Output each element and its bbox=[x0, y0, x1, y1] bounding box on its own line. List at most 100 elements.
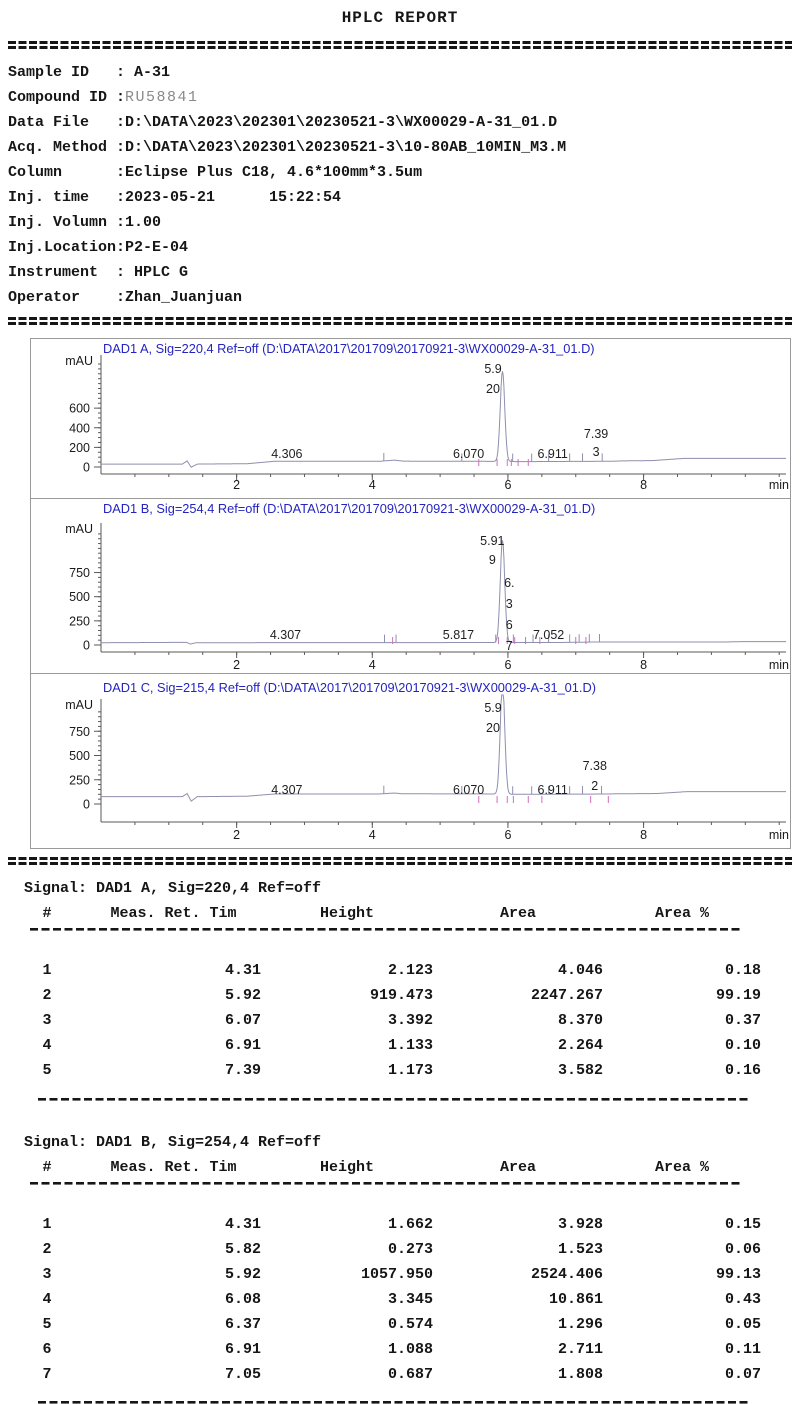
signal-b-title: Signal: DAD1 B, Sig=254,4 Ref=off bbox=[24, 1134, 322, 1151]
svg-text:3: 3 bbox=[593, 445, 600, 459]
info-row: Acq. Method:D:\DATA\2023\202301\20230521… bbox=[8, 135, 792, 160]
chromatogram-dad1-a-plot: DAD1 A, Sig=220,4 Ref=off (D:\DATA\2017\… bbox=[65, 341, 789, 492]
svg-text:5.91: 5.91 bbox=[480, 534, 504, 548]
col-header-number: # bbox=[42, 1158, 52, 1176]
info-label: Inj. Volumn bbox=[8, 214, 108, 231]
svg-text:6: 6 bbox=[506, 618, 513, 632]
svg-text:7: 7 bbox=[506, 639, 513, 653]
chromatogram-dad1-c-plot: DAD1 C, Sig=215,4 Ref=off (D:\DATA\2017\… bbox=[65, 680, 789, 842]
svg-text:5.817: 5.817 bbox=[443, 628, 474, 642]
svg-text:5.9: 5.9 bbox=[484, 701, 501, 715]
info-value: Eclipse Plus C18, 4.6*100mm*3.5um bbox=[125, 164, 423, 181]
svg-text:2: 2 bbox=[591, 779, 598, 793]
svg-text:6: 6 bbox=[504, 828, 511, 842]
svg-text:8: 8 bbox=[640, 828, 647, 842]
svg-text:3: 3 bbox=[506, 597, 513, 611]
table-row: 2 5.92 919.473 2247.267 99.19 bbox=[42, 987, 761, 1004]
svg-text:DAD1 C, Sig=215,4 Ref=off (D:\: DAD1 C, Sig=215,4 Ref=off (D:\DATA\2017\… bbox=[103, 680, 596, 695]
info-value: A-31 bbox=[125, 64, 171, 81]
table-row: 2 5.82 0.273 1.523 0.06 bbox=[42, 1241, 761, 1258]
svg-text:4: 4 bbox=[369, 828, 376, 842]
info-label: Compound ID bbox=[8, 89, 108, 106]
peak-table-section-a: Signal: DAD1 A, Sig=220,4 Ref=off # Meas… bbox=[8, 878, 792, 1101]
col-header-height: Height bbox=[319, 904, 374, 922]
sample-info-block: Sample ID: A-31 Compound ID:RU58841 Data F… bbox=[8, 60, 792, 310]
peak-table-a: # Meas. Ret. Tim Height Area Area % 1 4.3… bbox=[8, 900, 761, 1083]
svg-text:min: min bbox=[769, 478, 789, 492]
info-value: D:\DATA\2023\202301\20230521-3\10-80AB_1… bbox=[125, 139, 567, 156]
info-label: Operator bbox=[8, 289, 81, 306]
svg-text:4.307: 4.307 bbox=[270, 628, 301, 642]
peak-table-b: # Meas. Ret. Tim Height Area Area % 1 4.3… bbox=[8, 1154, 761, 1387]
table-header-row: # Meas. Ret. Tim Height Area Area % bbox=[8, 1154, 761, 1180]
info-label: Column bbox=[8, 164, 63, 181]
svg-text:0: 0 bbox=[83, 798, 90, 812]
info-label: Inj.Location bbox=[8, 239, 117, 256]
col-header-ret-time: Meas. Ret. Tim bbox=[110, 904, 237, 922]
info-label: Data File bbox=[8, 114, 90, 131]
svg-text:7.38: 7.38 bbox=[583, 759, 607, 773]
info-row: Compound ID:RU58841 bbox=[8, 85, 792, 110]
svg-text:750: 750 bbox=[69, 725, 90, 739]
svg-text:8: 8 bbox=[640, 478, 647, 492]
table-row: 7 7.05 0.687 1.808 0.07 bbox=[42, 1366, 761, 1383]
svg-text:min: min bbox=[769, 658, 789, 672]
table-row: 6 6.91 1.088 2.711 0.11 bbox=[42, 1341, 761, 1358]
info-row: Data File:D:\DATA\2023\202301\20230521-3… bbox=[8, 110, 792, 135]
col-header-area: Area bbox=[499, 904, 536, 922]
svg-text:0: 0 bbox=[83, 639, 90, 653]
svg-text:0: 0 bbox=[83, 461, 90, 475]
info-value: P2-E-04 bbox=[125, 239, 189, 256]
info-row: Inj.Location:P2-E-04 bbox=[8, 235, 792, 260]
svg-text:400: 400 bbox=[69, 421, 90, 435]
separator-line bbox=[8, 41, 792, 49]
svg-text:7.052: 7.052 bbox=[533, 628, 564, 642]
info-row: Inj. Volumn:1.00 bbox=[8, 210, 792, 235]
page-title: HPLC REPORT bbox=[341, 9, 459, 27]
col-header-area: Area bbox=[499, 1158, 536, 1176]
svg-text:6: 6 bbox=[504, 478, 511, 492]
col-header-area-pct: Area % bbox=[654, 1158, 709, 1176]
svg-text:6.911: 6.911 bbox=[538, 447, 568, 461]
svg-text:500: 500 bbox=[69, 749, 90, 763]
svg-text:4: 4 bbox=[369, 478, 376, 492]
chromatogram-dad1-c: DAD1 C, Sig=215,4 Ref=off (D:\DATA\2017\… bbox=[30, 673, 791, 849]
chromatogram-dad1-b-plot: DAD1 B, Sig=254,4 Ref=off (D:\DATA\2017\… bbox=[65, 501, 789, 672]
svg-text:750: 750 bbox=[69, 566, 90, 580]
info-label: Inj. time bbox=[8, 189, 90, 206]
info-row: Operator:Zhan_Juanjuan bbox=[8, 285, 792, 310]
info-row: Instrument: HPLC G bbox=[8, 260, 792, 285]
svg-text:4: 4 bbox=[369, 658, 376, 672]
chromatogram-dad1-a: DAD1 A, Sig=220,4 Ref=off (D:\DATA\2017\… bbox=[30, 338, 791, 499]
svg-text:250: 250 bbox=[69, 614, 90, 628]
svg-text:20: 20 bbox=[486, 382, 500, 396]
info-label: Instrument bbox=[8, 264, 99, 281]
svg-text:6: 6 bbox=[504, 658, 511, 672]
svg-text:6.070: 6.070 bbox=[453, 783, 484, 797]
svg-text:200: 200 bbox=[69, 441, 90, 455]
svg-text:2: 2 bbox=[233, 478, 240, 492]
col-header-area-pct: Area % bbox=[654, 904, 709, 922]
table-row: 4 6.08 3.345 10.861 0.43 bbox=[42, 1291, 761, 1308]
info-value: RU58841 bbox=[125, 89, 199, 106]
svg-text:600: 600 bbox=[69, 402, 90, 416]
svg-text:20: 20 bbox=[486, 721, 500, 735]
info-value: 2023-05-21 15:22:54 bbox=[125, 189, 342, 206]
svg-text:250: 250 bbox=[69, 773, 90, 787]
svg-text:8: 8 bbox=[640, 658, 647, 672]
svg-text:min: min bbox=[769, 828, 789, 842]
info-row: Inj. time:2023-05-21 15:22:54 bbox=[8, 185, 792, 210]
col-header-height: Height bbox=[319, 1158, 374, 1176]
svg-text:DAD1 A, Sig=220,4 Ref=off (D:\: DAD1 A, Sig=220,4 Ref=off (D:\DATA\2017\… bbox=[103, 341, 595, 356]
svg-text:DAD1 B, Sig=254,4 Ref=off (D:\: DAD1 B, Sig=254,4 Ref=off (D:\DATA\2017\… bbox=[103, 501, 595, 516]
peak-table-section-b: Signal: DAD1 B, Sig=254,4 Ref=off # Meas… bbox=[8, 1132, 792, 1404]
chromatogram-dad1-b: DAD1 B, Sig=254,4 Ref=off (D:\DATA\2017\… bbox=[30, 498, 791, 674]
svg-text:2: 2 bbox=[233, 828, 240, 842]
svg-text:6.: 6. bbox=[504, 576, 514, 590]
info-value: Zhan_Juanjuan bbox=[125, 289, 243, 306]
svg-text:9: 9 bbox=[489, 553, 496, 567]
signal-a-title: Signal: DAD1 A, Sig=220,4 Ref=off bbox=[24, 880, 322, 897]
svg-text:mAU: mAU bbox=[65, 522, 93, 536]
info-value: D:\DATA\2023\202301\20230521-3\WX00029-A… bbox=[125, 114, 558, 131]
svg-text:6.911: 6.911 bbox=[538, 783, 568, 797]
